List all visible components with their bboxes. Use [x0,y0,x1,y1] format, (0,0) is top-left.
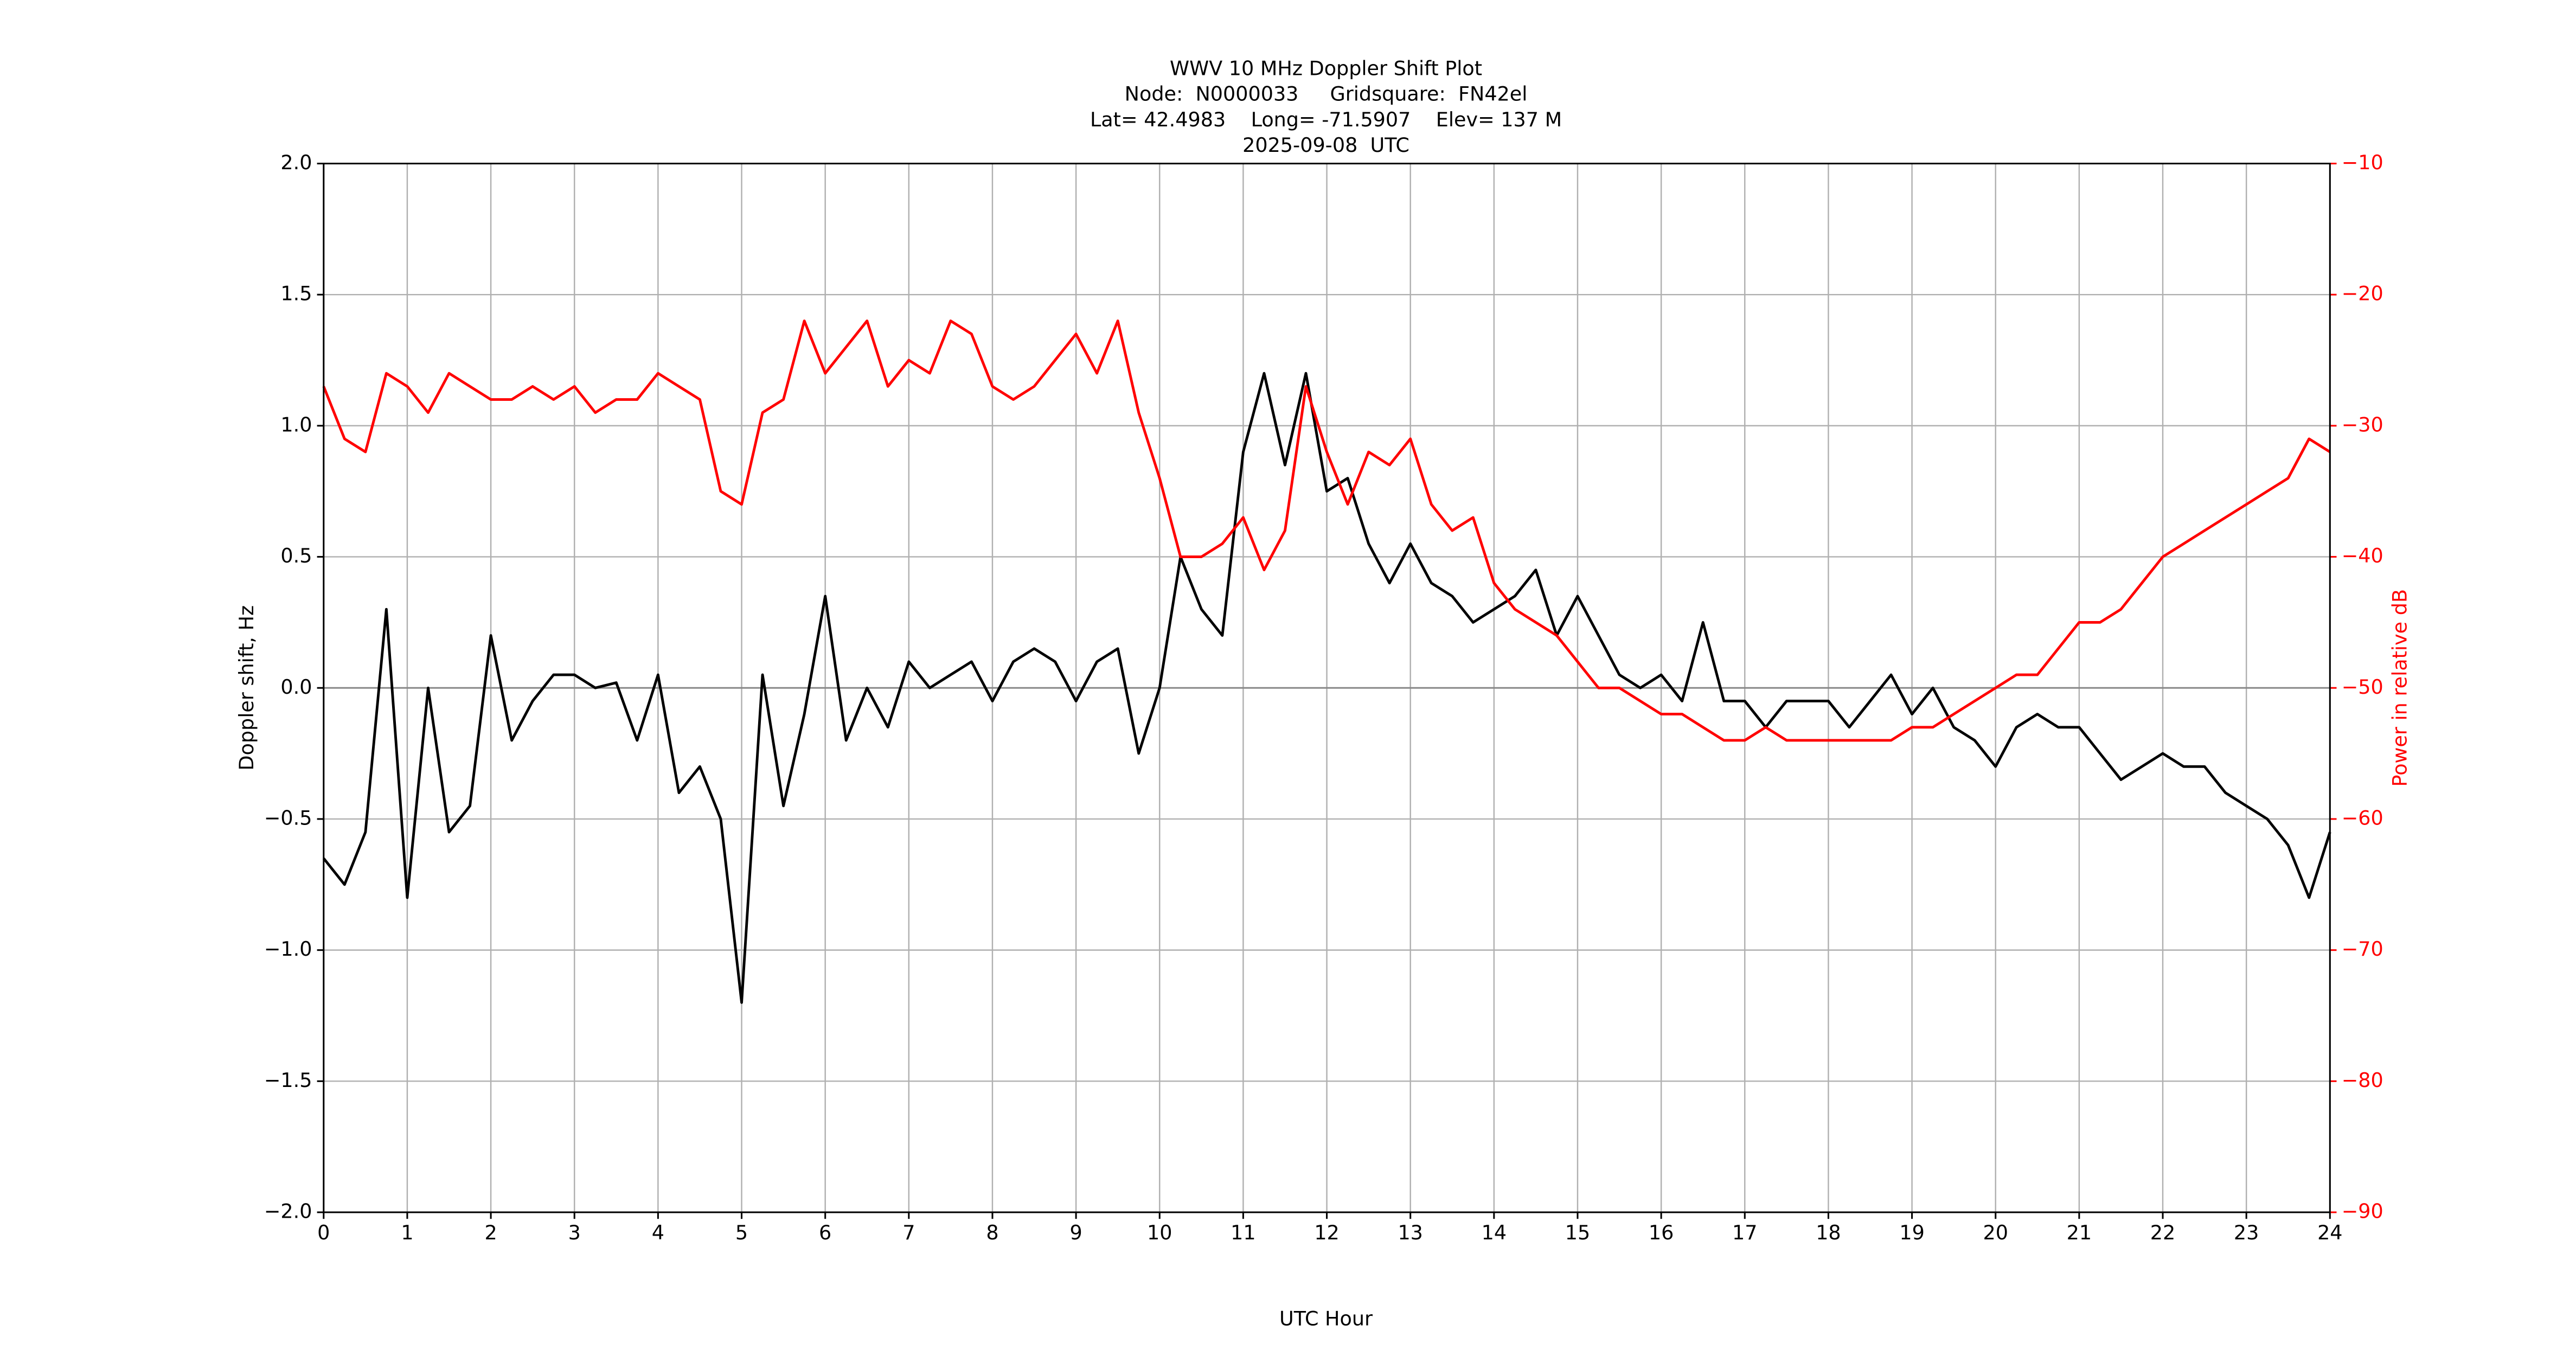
y2-axis-label: Power in relative dB [2388,589,2412,786]
y-tick-label: 0.0 [280,675,312,699]
chart-title: WWV 10 MHz Doppler Shift Plot [1170,56,1482,80]
y2-tick-label: −30 [2342,413,2383,436]
y2-tick-label: −70 [2342,937,2383,961]
x-tick-label: 13 [1398,1221,1422,1244]
x-tick-label: 1 [401,1221,413,1244]
x-tick-label: 6 [819,1221,831,1244]
y2-tick-label: −80 [2342,1069,2383,1092]
x-tick-label: 16 [1649,1221,1674,1244]
data-line [322,319,2331,742]
y-tick-label: −1.5 [264,1069,312,1092]
y2-tick-label: −90 [2342,1200,2383,1223]
x-tick-label: 17 [1732,1221,1757,1244]
chart-title: Node: N0000033 Gridsquare: FN42el [1125,82,1528,106]
x-tick-label: 12 [1314,1221,1339,1244]
y2-tick-label: −10 [2342,151,2383,174]
data-line [322,372,2331,1004]
x-tick-label: 22 [2150,1221,2175,1244]
x-tick-label: 24 [2317,1221,2342,1244]
x-tick-label: 3 [568,1221,581,1244]
y-tick-label: 1.5 [280,282,312,305]
plot-frame [323,163,2331,1213]
x-tick-label: 10 [1147,1221,1172,1244]
y2-tick-label: −50 [2342,675,2383,699]
y-axis-label: Doppler shift, Hz [235,605,258,771]
x-tick-label: 5 [735,1221,748,1244]
y-tick-label: 1.0 [280,413,312,436]
y2-tick-label: −60 [2342,806,2383,829]
x-tick-label: 7 [902,1221,915,1244]
x-tick-label: 19 [1899,1221,1924,1244]
y-tick-label: −1.0 [264,937,312,961]
x-tick-label: 4 [652,1221,664,1244]
y-tick-label: 0.5 [280,544,312,567]
x-axis-label: UTC Hour [1279,1307,1373,1330]
x-tick-label: 15 [1565,1221,1590,1244]
x-tick-label: 11 [1231,1221,1255,1244]
x-tick-label: 2 [484,1221,497,1244]
y-tick-label: −2.0 [264,1200,312,1223]
x-tick-label: 9 [1069,1221,1082,1244]
chart-title: Lat= 42.4983 Long= -71.5907 Elev= 137 M [1090,108,1562,131]
x-tick-label: 18 [1816,1221,1841,1244]
y2-tick-label: −20 [2342,282,2383,305]
chart-title: 2025-09-08 UTC [1242,133,1409,157]
x-tick-label: 21 [2067,1221,2092,1244]
x-tick-label: 14 [1482,1221,1507,1244]
x-tick-label: 8 [986,1221,998,1244]
x-tick-label: 23 [2234,1221,2259,1244]
y-tick-label: 2.0 [280,151,312,174]
y-tick-label: −0.5 [264,806,312,829]
x-tick-label: 0 [317,1221,330,1244]
x-tick-label: 20 [1983,1221,2008,1244]
y2-tick-label: −40 [2342,544,2383,567]
